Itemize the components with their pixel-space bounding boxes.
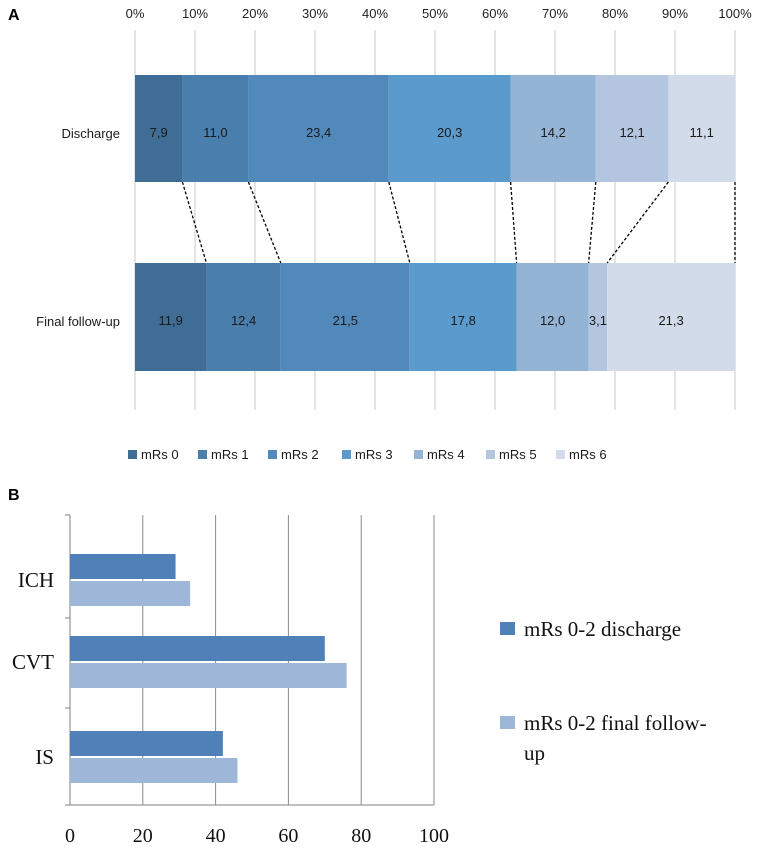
panel-a-legend-swatch — [414, 450, 423, 459]
panel-b-legend-label: up — [524, 741, 545, 765]
panel-a-bar-segment — [248, 75, 389, 182]
panel-a-bar-segment — [388, 75, 511, 182]
panel-b-legend-label: mRs 0-2 final follow- — [524, 711, 707, 735]
panel-b-bar — [70, 663, 347, 688]
panel-a-bar-segment — [206, 263, 281, 371]
panel-b-x-tick-label: 20 — [133, 825, 153, 847]
panel-a-x-tick-label: 100% — [718, 6, 752, 21]
panel-a-connector — [509, 181, 518, 264]
panel-a-data-label: 14,2 — [541, 125, 566, 140]
panel-a-bar-segment — [182, 75, 249, 182]
panel-a-data-label: 12,4 — [231, 313, 256, 328]
panel-a-legend-label: mRs 6 — [569, 447, 607, 462]
panel-a-bar-segment — [595, 75, 669, 182]
panel-a-data-label: 11,9 — [159, 313, 183, 328]
panel-a-data-label: 3,1 — [589, 313, 607, 328]
panel-a-connector — [606, 181, 669, 264]
panel-a-x-tick-label: 90% — [662, 6, 688, 21]
panel-a-x-tick-label: 60% — [482, 6, 508, 21]
panel-a-x-tick-label: 10% — [182, 6, 208, 21]
panel-a-data-label: 21,3 — [658, 313, 683, 328]
panel-a-x-tick-label: 20% — [242, 6, 268, 21]
panel-a-legend-label: mRs 2 — [281, 447, 319, 462]
panel-a-bar-segment — [135, 263, 207, 371]
panel-a-x-tick-label: 30% — [302, 6, 328, 21]
panel-b-legend-label: mRs 0-2 discharge — [524, 617, 681, 641]
panel-b-x-tick-label: 40 — [206, 825, 226, 847]
panel-a-legend-swatch — [342, 450, 351, 459]
panel-a-connector — [587, 181, 597, 264]
panel-a-data-label: 20,3 — [437, 125, 462, 140]
panel-b-category-label: CVT — [12, 650, 54, 674]
panel-a-legend-swatch — [268, 450, 277, 459]
panel-a-legend-swatch — [486, 450, 495, 459]
panel-b-chart: 0 20 40 60 80 100 ICH CVT IS mRs 0-2 discharge mRs… — [12, 514, 707, 847]
panel-a-bar-segment — [588, 263, 608, 371]
panel-a-bar-segment — [607, 263, 735, 371]
panel-a-legend-label: mRs 4 — [427, 447, 465, 462]
panel-a-x-tick-label: 0% — [126, 6, 145, 21]
panel-a-legend-label: mRs 0 — [141, 447, 179, 462]
panel-a-x-tick-label: 40% — [362, 6, 388, 21]
panel-b-x-tick-label: 60 — [278, 825, 298, 847]
panel-a-x-tick-label: 80% — [602, 6, 628, 21]
panel-a-label: A — [8, 7, 20, 24]
panel-a-x-tick-label: 50% — [422, 6, 448, 21]
panel-b-category-label: ICH — [18, 568, 54, 592]
panel-a-connector — [181, 181, 208, 264]
panel-b-legend-swatch — [500, 622, 515, 635]
panel-b-label: B — [8, 487, 20, 504]
panel-a-bar-segment — [280, 263, 410, 371]
panel-b-bar — [70, 636, 325, 661]
panel-a-bar-segment — [409, 263, 517, 371]
panel-a-chart: 0% 10% 20% 30% 40% 50% 60% 70% 80% 90% 100% 7,9 11,0… — [36, 6, 752, 462]
panel-a-connector — [247, 181, 282, 264]
panel-a-data-label: 23,4 — [306, 125, 331, 140]
panel-a-connector — [388, 181, 411, 264]
panel-b-bar — [70, 581, 191, 606]
panel-a-bar-segment — [510, 75, 596, 182]
panel-a-data-label: 21,5 — [333, 313, 358, 328]
panel-b-x-tick-label: 80 — [351, 825, 371, 847]
panel-b-x-tick-label: 100 — [419, 825, 449, 847]
panel-a-bar-segment — [668, 75, 735, 182]
panel-a-legend-swatch — [128, 450, 137, 459]
panel-a-data-label: 17,8 — [451, 313, 476, 328]
panel-a-legend-swatch — [556, 450, 565, 459]
panel-a-data-label: 12,0 — [540, 313, 565, 328]
panel-b-bar — [70, 554, 176, 579]
panel-a-legend-label: mRs 1 — [211, 447, 249, 462]
panel-a-data-label: 12,1 — [619, 125, 644, 140]
panel-a-legend-swatch — [198, 450, 207, 459]
panel-a-legend-label: mRs 3 — [355, 447, 393, 462]
panel-a-x-tick-label: 70% — [542, 6, 568, 21]
panel-a-bar-segment — [135, 75, 183, 182]
panel-b-category-label: IS — [35, 745, 54, 769]
panel-a-data-label: 7,9 — [150, 125, 168, 140]
panel-a-category-label: Discharge — [61, 126, 120, 141]
panel-b-legend-swatch — [500, 716, 515, 729]
panel-b-x-tick-label: 0 — [65, 825, 75, 847]
panel-a-data-label: 11,0 — [203, 125, 227, 140]
panel-a-bar-segment — [516, 263, 589, 371]
panel-a-category-label: Final follow-up — [36, 314, 120, 329]
panel-a-data-label: 11,1 — [690, 125, 714, 140]
panel-a-legend-label: mRs 5 — [499, 447, 537, 462]
panel-b-bar — [70, 731, 223, 756]
panel-b-bar — [70, 758, 238, 783]
